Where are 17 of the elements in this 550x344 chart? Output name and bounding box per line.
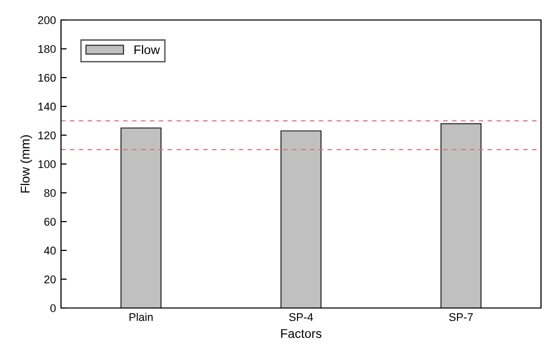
y-tick-label: 80 xyxy=(44,189,56,197)
x-tick-label: SP-7 xyxy=(449,313,473,322)
y-axis-title: Flow (mm) xyxy=(20,135,32,192)
y-tick-label: 200 xyxy=(38,16,56,24)
y-tick-label: 120 xyxy=(38,131,56,140)
legend-label: Flow xyxy=(134,45,160,54)
y-tick-label: 100 xyxy=(38,160,56,168)
x-tick-label: SP-4 xyxy=(289,313,314,322)
y-tick-label: 180 xyxy=(38,45,56,53)
x-axis-title: Factors xyxy=(281,329,322,338)
y-tick-label: 20 xyxy=(44,275,56,284)
y-tick-label: 60 xyxy=(44,218,56,226)
y-tick-label: 40 xyxy=(44,246,56,255)
y-tick-label: 0 xyxy=(50,304,56,312)
y-tick-label: 160 xyxy=(38,74,56,82)
y-tick-label: 140 xyxy=(38,102,56,111)
x-tick-label: Plain xyxy=(130,312,153,322)
